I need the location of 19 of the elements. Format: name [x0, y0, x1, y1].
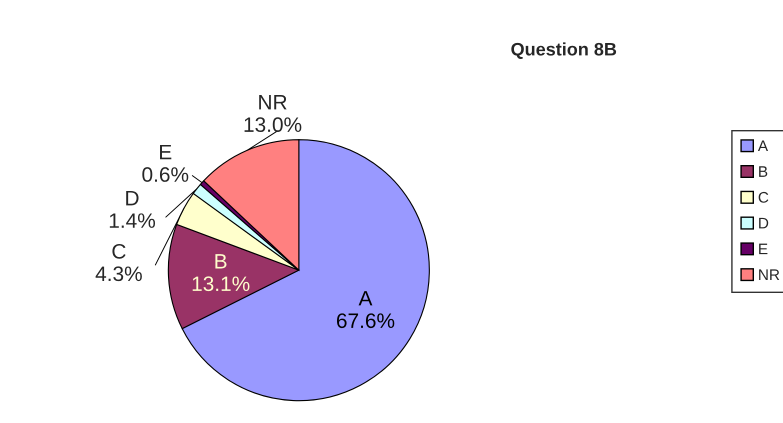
- slice-label: D: [126, 191, 139, 206]
- legend-label: NR: [759, 269, 780, 280]
- slice-label: B: [215, 254, 227, 268]
- data-label: 13.1%: [192, 276, 250, 292]
- legend-label: D: [759, 218, 768, 228]
- slice-label: E: [160, 144, 172, 160]
- legend-label: E: [759, 244, 768, 254]
- slice-label: NR: [259, 95, 287, 110]
- slice-label: A: [358, 291, 372, 306]
- chart-title: Question 8B: [511, 42, 616, 59]
- slice-label: C: [112, 244, 126, 259]
- legend-label: C: [758, 192, 768, 203]
- data-label: 0.6%: [142, 167, 188, 182]
- legend-label: A: [758, 140, 768, 152]
- legend-label: B: [759, 166, 768, 177]
- data-label: 67.6%: [337, 313, 394, 328]
- data-label: 4.3%: [96, 266, 142, 282]
- data-label: 1.4%: [110, 213, 156, 228]
- data-label: 13.0%: [244, 117, 302, 132]
